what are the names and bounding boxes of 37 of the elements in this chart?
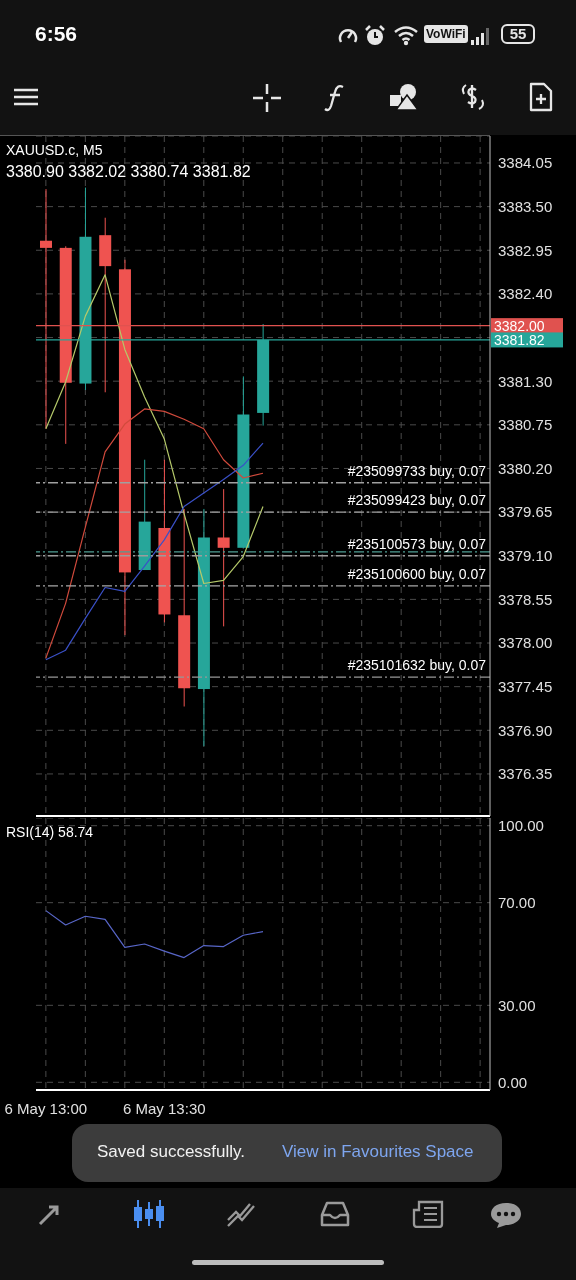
y-tick-label: 0.00	[498, 1073, 528, 1091]
y-tick-label: 3376.90	[498, 721, 553, 739]
battery-icon: 55	[501, 24, 535, 44]
y-tick-label: 3378.00	[498, 634, 553, 652]
y-tick-label: 3376.35	[498, 765, 553, 783]
x-tick-label: 6 May 13:30	[123, 1100, 206, 1117]
ref-line-label: #235100600 buy, 0.07	[347, 565, 487, 582]
line-series	[45, 910, 264, 959]
y-tick-label: 3381.30	[498, 372, 553, 390]
ref-line-label: 3382.00	[494, 317, 545, 334]
y-tick-label: 70.00	[498, 894, 536, 911]
x-tick-label: 6 May 13:00	[4, 1100, 88, 1117]
ref-line-label: #235100573 buy, 0.07	[347, 535, 487, 552]
y-tick-label: 3382.40	[498, 285, 553, 303]
y-tick-label: 3379.10	[498, 547, 553, 565]
text: 3380.90 3382.02 3380.74 3381.82	[6, 163, 251, 181]
y-tick-label: 3378.55	[498, 590, 553, 608]
y-tick-label: 3383.50	[498, 197, 553, 215]
y-tick-label: 3380.20	[498, 459, 553, 477]
y-tick-label: 30.00	[498, 996, 536, 1014]
y-tick-label: 3379.65	[498, 503, 553, 521]
vowifi-badge: VoWiFi	[424, 25, 468, 43]
candlestick	[217, 488, 230, 627]
ref-line-label: #235101632 buy, 0.07	[347, 657, 487, 674]
y-tick-label: 3384.05	[498, 154, 553, 172]
ref-line-label: 3381.82	[494, 331, 545, 348]
chart-title: RSI(14) 58.74	[6, 824, 94, 840]
y-tick-label: 100.00	[498, 817, 544, 835]
y-tick-label: 3382.95	[498, 241, 553, 259]
ref-line-label: #235099733 buy, 0.07	[347, 462, 487, 479]
line-series	[45, 274, 264, 585]
toast: Saved successfully. View in Favourites Space	[72, 1124, 502, 1182]
y-tick-label: 3377.45	[498, 677, 553, 695]
ref-line-label: #235099423 buy, 0.07	[347, 492, 487, 509]
y-tick-label: 3380.75	[498, 416, 553, 434]
text: XAUUSD.c, M5	[6, 142, 103, 158]
text: 6:56	[35, 22, 78, 46]
